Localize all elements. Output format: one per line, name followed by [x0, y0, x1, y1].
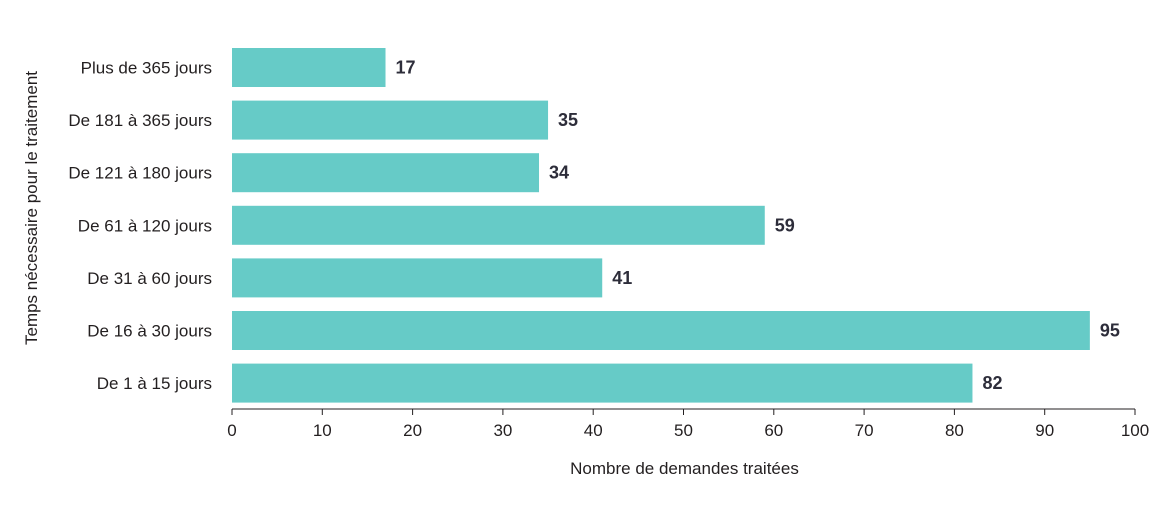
value-label: 17 — [396, 58, 416, 78]
bar — [232, 258, 603, 298]
bar — [232, 100, 549, 140]
bar — [232, 205, 765, 245]
category-label: De 181 à 365 jours — [68, 111, 212, 130]
x-tick-label: 0 — [227, 421, 236, 440]
value-label: 41 — [612, 268, 632, 288]
bars-group — [232, 48, 1090, 403]
bar — [232, 48, 386, 87]
category-label: De 1 à 15 jours — [97, 374, 212, 393]
category-label: De 16 à 30 jours — [87, 322, 212, 341]
x-axis-ticks: 0 10 20 30 40 50 60 70 80 90 100 — [227, 409, 1149, 440]
value-label: 35 — [558, 110, 578, 130]
x-tick-label: 80 — [945, 421, 964, 440]
x-tick-label: 100 — [1121, 421, 1149, 440]
x-tick-label: 40 — [584, 421, 603, 440]
category-label: De 121 à 180 jours — [68, 164, 212, 183]
y-axis-title: Temps nécessaire pour le traitement — [22, 71, 41, 345]
x-tick-label: 10 — [313, 421, 332, 440]
value-label: 59 — [775, 215, 795, 235]
x-axis-title: Nombre de demandes traitées — [570, 459, 799, 478]
x-tick-label: 70 — [855, 421, 874, 440]
category-labels: Plus de 365 jours De 181 à 365 jours De 12… — [68, 59, 212, 394]
category-label: De 61 à 120 jours — [78, 216, 212, 235]
bar — [232, 311, 1090, 350]
x-tick-label: 50 — [674, 421, 693, 440]
value-label: 34 — [549, 163, 569, 183]
x-tick-label: 60 — [764, 421, 783, 440]
value-labels: 17 35 34 59 41 95 82 — [396, 58, 1120, 394]
bar — [232, 363, 973, 403]
x-tick-label: 90 — [1035, 421, 1054, 440]
bar — [232, 153, 540, 193]
category-label: Plus de 365 jours — [81, 59, 212, 78]
value-label: 95 — [1100, 321, 1120, 341]
category-label: De 31 à 60 jours — [87, 269, 212, 288]
x-tick-label: 20 — [403, 421, 422, 440]
x-tick-label: 30 — [493, 421, 512, 440]
value-label: 82 — [982, 373, 1002, 393]
